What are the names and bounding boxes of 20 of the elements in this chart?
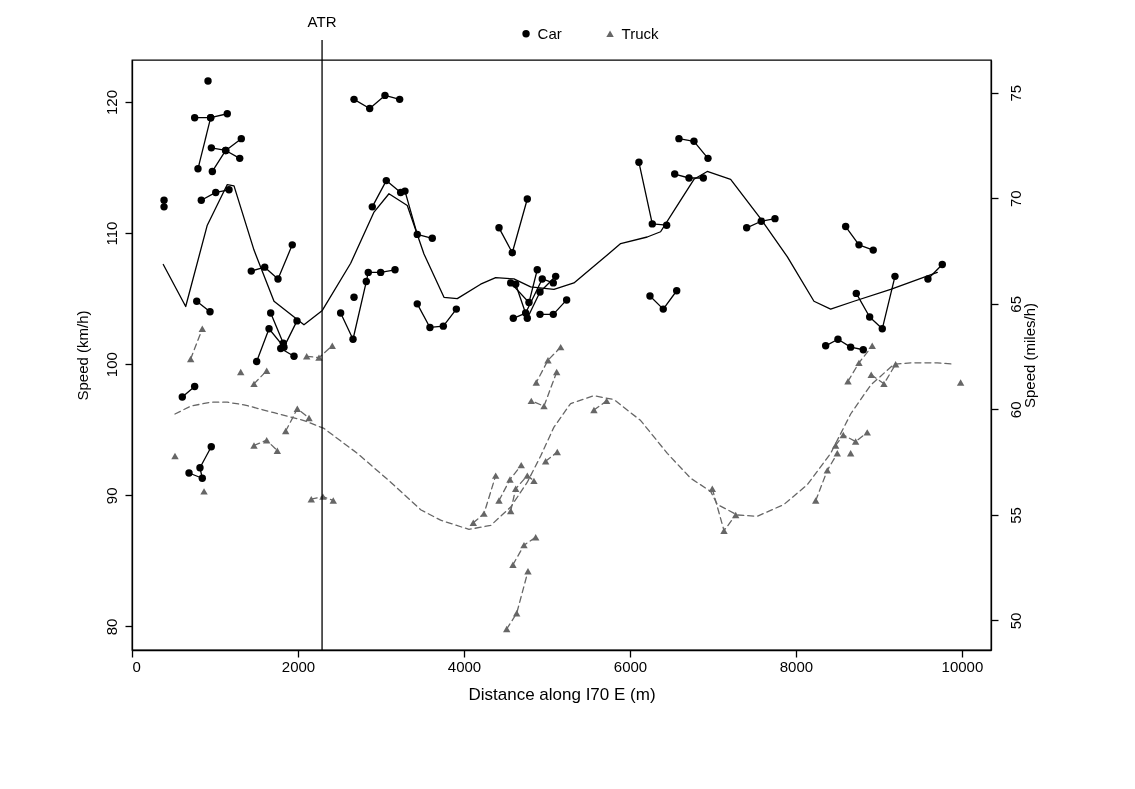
x-tick-label: 4000 (447, 657, 482, 675)
y2-tick-label: 55 (1006, 507, 1024, 524)
y-tick-label: 90 (102, 487, 120, 505)
x-tick-label: 6000 (613, 657, 648, 675)
y2-tick-label: 50 (1006, 612, 1024, 630)
legend-label: Truck (621, 24, 659, 42)
y-tick-label: 120 (102, 89, 120, 115)
x-axis-title: Distance along I70 E (m) (468, 684, 656, 704)
legend-label: Car (537, 24, 562, 42)
y-tick-label: 100 (102, 352, 120, 378)
y-tick-label: 110 (102, 221, 120, 246)
y2-tick-label: 70 (1006, 190, 1024, 208)
y2-tick-label: 75 (1006, 84, 1024, 102)
ref-line-label: ATR (307, 13, 337, 30)
x-tick-label: 0 (132, 657, 141, 675)
x-tick-label: 8000 (779, 657, 814, 675)
x-tick-label: 2000 (281, 657, 316, 675)
y-tick-label: 80 (102, 618, 120, 636)
y-axis-title: Speed (km/h) (73, 310, 91, 401)
x-tick-label: 10000 (941, 657, 984, 675)
